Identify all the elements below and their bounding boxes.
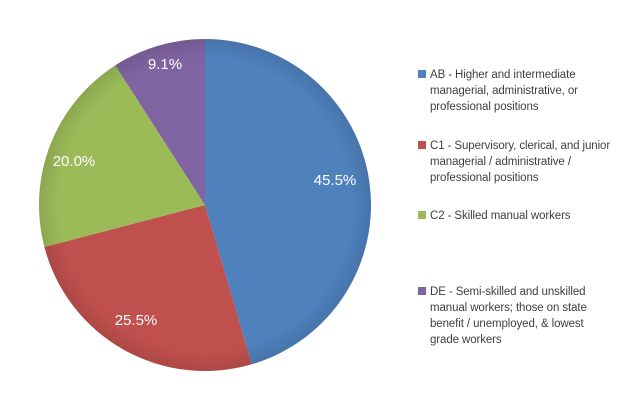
- legend-label-line: professional positions: [430, 172, 539, 184]
- pie-data-label-C2: 20.0%: [53, 153, 96, 170]
- legend-swatch-C1: [418, 141, 426, 149]
- legend-label-line: managerial / administrative /: [430, 156, 571, 168]
- legend-label-line: managerial, administrative, or: [430, 85, 578, 97]
- legend-swatch-AB: [418, 70, 426, 78]
- legend-label-line: benefit / unemployed, & lowest: [430, 318, 584, 330]
- legend-entry-DE: DE - Semi-skilled and unskilled manual wo…: [418, 284, 587, 348]
- pie-data-label-AB: 45.5%: [314, 172, 357, 189]
- legend: AB - Higher and intermediate managerial, …: [418, 0, 630, 414]
- legend-label-line: professional positions: [430, 101, 539, 113]
- legend-label-line: DE - Semi-skilled and unskilled: [430, 286, 586, 298]
- legend-label-line: grade workers: [430, 334, 502, 346]
- pie-data-label-C1: 25.5%: [115, 312, 158, 329]
- legend-label-line: C2 - Skilled manual workers: [430, 210, 571, 222]
- legend-swatch-DE: [418, 287, 426, 295]
- legend-label-DE: DE - Semi-skilled and unskilled manual wo…: [430, 284, 587, 348]
- legend-label-line: AB - Higher and intermediate: [430, 69, 576, 81]
- pie-rim-shading: [39, 39, 371, 371]
- legend-label-C1: C1 - Supervisory, clerical, and junior ma…: [430, 138, 610, 186]
- legend-label-C2: C2 - Skilled manual workers: [430, 208, 571, 224]
- legend-label-line: C1 - Supervisory, clerical, and junior: [430, 140, 611, 152]
- legend-label-AB: AB - Higher and intermediate managerial, …: [430, 67, 578, 115]
- legend-entry-AB: AB - Higher and intermediate managerial, …: [418, 67, 578, 115]
- pie-data-label-DE: 9.1%: [148, 56, 182, 73]
- legend-entry-C1: C1 - Supervisory, clerical, and junior ma…: [418, 138, 610, 186]
- legend-label-line: manual workers; those on state: [430, 302, 587, 314]
- legend-swatch-C2: [418, 211, 426, 219]
- legend-entry-C2: C2 - Skilled manual workers: [418, 208, 571, 224]
